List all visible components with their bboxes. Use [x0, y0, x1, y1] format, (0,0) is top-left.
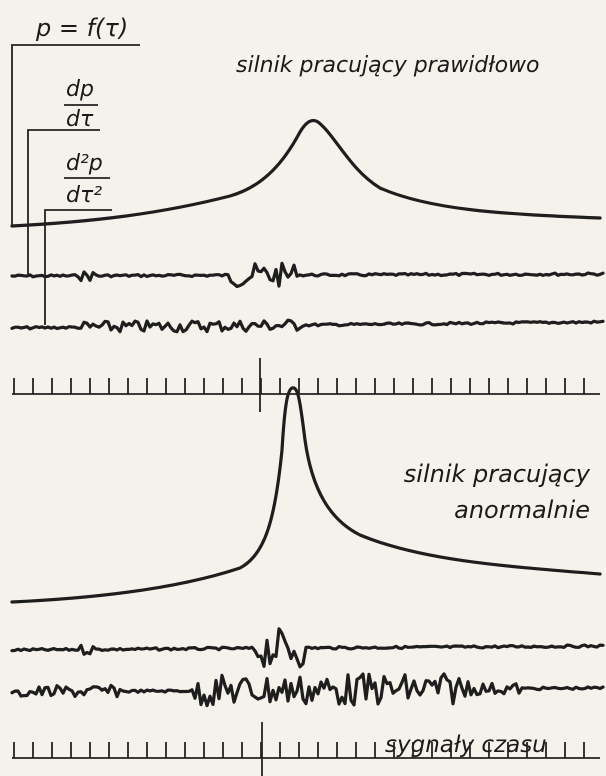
oscillogram-figure: p = f(τ) dp dτ d²p dτ² silnik pracujący … — [0, 0, 606, 776]
derivative-numerator: d²p — [66, 151, 103, 176]
panel-caption: anormalnie — [454, 496, 590, 524]
panel-caption: silnik pracujący — [404, 460, 591, 488]
derivative-denominator: dτ — [66, 107, 94, 132]
derivative-numerator: dp — [66, 77, 94, 102]
derivative-denominator: dτ² — [66, 183, 102, 208]
time-signal-label: sygnały czasu — [385, 732, 547, 758]
panel-caption: silnik pracujący prawidłowo — [236, 53, 540, 78]
signal-label: p = f(τ) — [35, 14, 128, 42]
